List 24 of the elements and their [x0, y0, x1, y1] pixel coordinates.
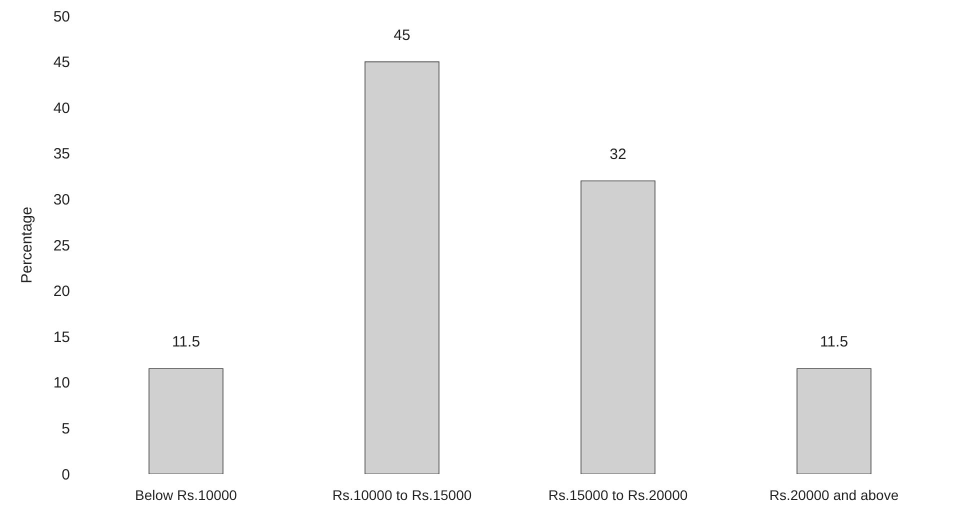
y-tick-label: 0: [62, 466, 70, 484]
y-tick-label: 10: [53, 374, 70, 392]
y-tick-label: 5: [62, 420, 70, 438]
y-tick-label: 35: [53, 146, 70, 163]
y-tick-label: 15: [53, 328, 70, 346]
y-tick-label: 25: [53, 237, 70, 254]
data-label: 45: [394, 26, 410, 44]
x-tick-label: Below Rs.10000: [135, 486, 238, 503]
bar: [796, 368, 872, 474]
y-tick-label: 45: [53, 54, 70, 72]
y-axis-title: Percentage: [18, 206, 36, 284]
x-tick-label: Rs.10000 to Rs.15000: [332, 486, 472, 503]
y-tick-label: 20: [53, 283, 70, 300]
y-tick-label: 30: [53, 192, 70, 209]
y-tick-label: 40: [53, 100, 70, 117]
x-tick-label: Rs.15000 to Rs.20000: [548, 486, 688, 503]
data-label: 11.5: [172, 334, 200, 351]
bar: [148, 368, 224, 474]
bar: [364, 61, 440, 474]
data-label: 32: [610, 146, 626, 163]
bar: [580, 180, 656, 474]
y-tick-label: 50: [53, 8, 70, 26]
x-tick-label: Rs.20000 and above: [769, 486, 899, 503]
data-label: 11.5: [820, 334, 848, 351]
